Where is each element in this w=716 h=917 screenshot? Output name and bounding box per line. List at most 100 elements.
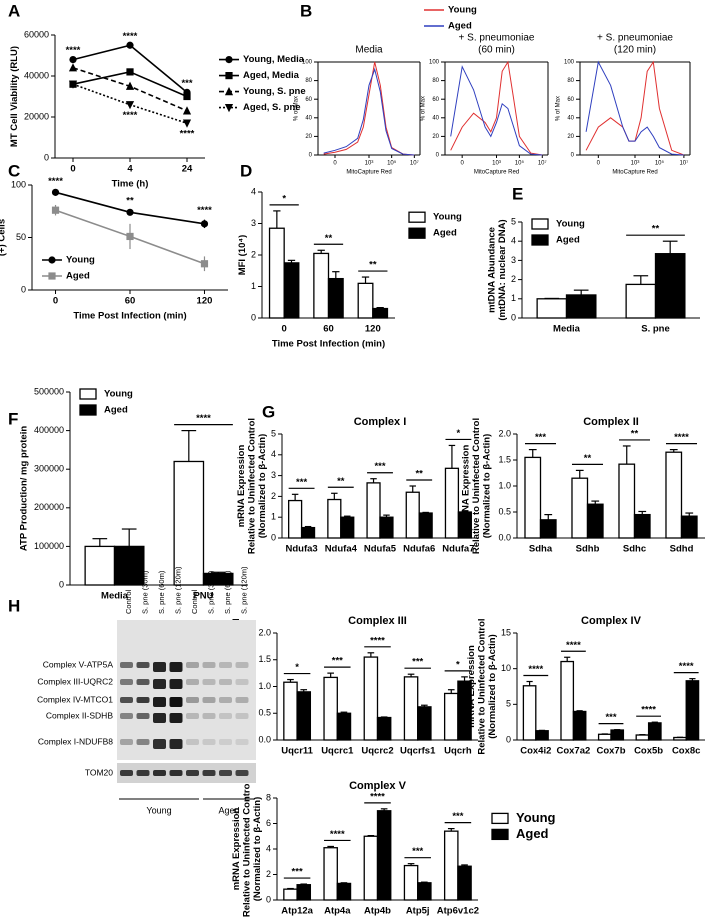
chart-title: Complex V	[349, 780, 407, 792]
marker	[126, 68, 134, 76]
significance-label: *	[282, 193, 286, 204]
bar	[405, 491, 420, 539]
blot-band	[219, 679, 232, 685]
significance-label: ****	[180, 129, 195, 140]
x-tick-label: 0	[460, 161, 464, 167]
y-tick-label: 20	[305, 134, 312, 140]
y-tick-label: 1.0	[258, 681, 271, 691]
group-label: Aged	[218, 805, 239, 815]
y-tick-label: 8	[266, 792, 271, 802]
blot-band	[169, 713, 183, 723]
y-tick-label: 1.0	[498, 480, 511, 490]
x-tick-label: Atp4b	[364, 906, 391, 917]
y-tick-label: 1.5	[258, 654, 271, 664]
x-tick-label: 4	[127, 164, 133, 175]
blot-band	[219, 713, 232, 719]
significance-label: **	[631, 428, 639, 439]
legend-swatch	[531, 218, 549, 230]
y-axis-label: mRNA Expression	[231, 808, 242, 891]
y-tick-label: 0.0	[258, 734, 271, 744]
significance-label: ****	[123, 110, 138, 121]
blot-band	[235, 697, 249, 703]
bar	[376, 810, 392, 901]
y-tick-label: 1	[511, 293, 516, 303]
blot-band	[235, 713, 249, 719]
legend-marker	[48, 256, 56, 264]
y-tick-label: 0	[44, 152, 49, 162]
y-tick-label: 60000	[24, 29, 49, 39]
panel-letter: F	[8, 409, 18, 428]
legend-label: Aged, Media	[243, 70, 300, 81]
y-tick-label: 500000	[34, 386, 64, 396]
marker	[69, 56, 77, 64]
x-tick-label: Media	[101, 591, 129, 602]
y-tick-label: 2.0	[258, 627, 271, 637]
x-tick-label: 10³	[365, 161, 374, 167]
blot-band	[169, 739, 183, 749]
y-tick-label: 4	[511, 236, 516, 246]
marker	[126, 232, 134, 241]
bar	[457, 680, 472, 741]
blot-band	[202, 679, 216, 685]
y-tick-label: 0	[251, 312, 256, 322]
significance-label: *	[295, 662, 299, 673]
bar	[618, 463, 636, 539]
y-tick-label: 80	[432, 78, 439, 84]
lane-label: S. pne (120m)	[239, 566, 248, 614]
blot-band	[120, 662, 133, 668]
x-tick-label: Cox5b	[634, 746, 663, 757]
lane-label: S. pne (30m)	[206, 570, 215, 614]
y-tick-label: 10	[501, 663, 511, 673]
bar	[610, 729, 625, 741]
lane-label: Control	[190, 589, 199, 614]
legend-swatch	[491, 828, 509, 841]
blot-band	[136, 662, 150, 668]
bar	[522, 685, 537, 741]
significance-label: ****	[566, 640, 581, 651]
marker	[183, 92, 191, 101]
y-axis-label: mtDNA Abundance	[487, 227, 498, 313]
y-tick-label: 2.0	[498, 428, 511, 438]
blot-band	[235, 770, 249, 776]
legend-marker	[224, 104, 234, 113]
blot-band	[153, 739, 166, 749]
y-tick-label: 60	[305, 97, 312, 103]
marker	[200, 220, 209, 228]
blot-band	[153, 770, 166, 776]
bar	[336, 882, 352, 901]
blot-band	[120, 697, 133, 703]
legend-label: Aged	[556, 235, 580, 246]
chart-title: Complex IV	[581, 615, 642, 627]
bar	[357, 282, 374, 319]
bar	[336, 712, 352, 741]
significance-label: ***	[412, 846, 423, 857]
blot-band	[186, 739, 199, 745]
x-tick-label: PNU	[193, 591, 213, 602]
legend-swatch	[408, 227, 426, 239]
significance-label: ***	[296, 477, 307, 488]
lane-label: S. pne (30m)	[140, 570, 149, 614]
y-tick-label: 1	[271, 512, 276, 522]
x-tick-label: Ndufa4	[325, 544, 358, 555]
bar	[376, 716, 392, 741]
x-tick-label: Ndufa7	[442, 544, 474, 555]
legend-marker	[225, 56, 233, 64]
band-label: Complex V-ATP5A	[43, 659, 114, 669]
y-tick-label: 40	[567, 115, 574, 121]
significance-label: ****	[674, 432, 689, 443]
y-axis-label: (+) Cells	[0, 219, 8, 256]
blot-band	[219, 697, 232, 703]
marker	[68, 80, 78, 89]
y-axis-label: (Normalized to β-Actin)	[257, 434, 268, 539]
bar	[84, 545, 116, 586]
legend-label: Young	[433, 212, 462, 223]
marker	[68, 63, 78, 72]
x-tick-label: 0	[70, 164, 75, 175]
y-tick-label: 3	[511, 255, 516, 265]
x-tick-label: Uqcrfs1	[400, 746, 436, 757]
blot-band	[186, 662, 199, 668]
blot-band	[169, 662, 183, 672]
legend-marker	[224, 87, 234, 96]
chart-title: + S. pneumoniae	[597, 33, 673, 44]
x-tick-label: Cox7a2	[556, 746, 590, 757]
